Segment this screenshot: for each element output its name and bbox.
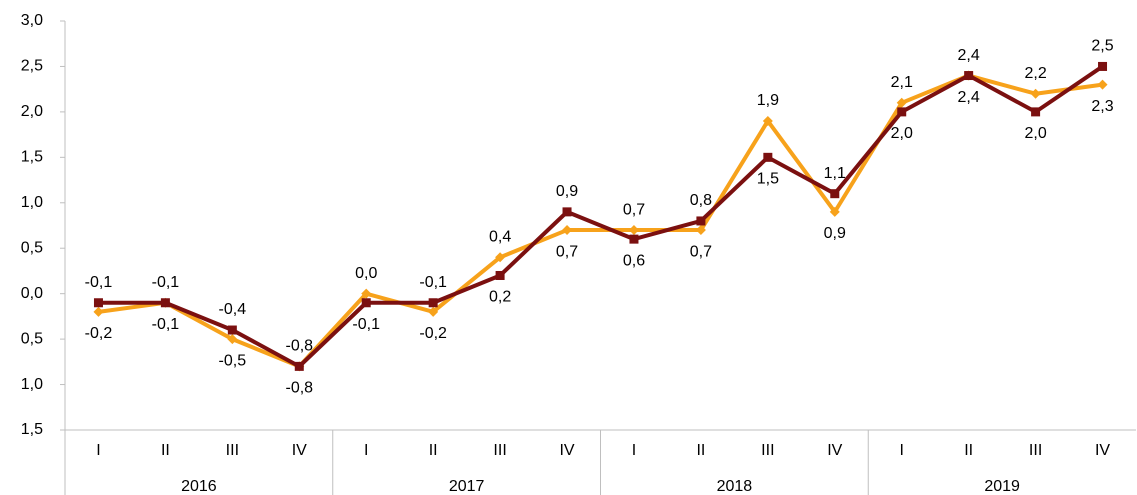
data-label: 0,4 [489, 229, 511, 246]
data-label: 0,7 [690, 243, 712, 260]
data-label: -0,1 [152, 316, 180, 333]
data-label: -0,1 [419, 274, 447, 291]
data-label: 2,1 [891, 74, 913, 91]
x-tick-label: II [964, 442, 973, 459]
marker [896, 97, 907, 108]
y-tick-label: 1,5 [21, 149, 43, 166]
x-tick-label: II [429, 442, 438, 459]
data-label: -0,2 [419, 325, 447, 342]
marker [93, 306, 104, 317]
marker [227, 325, 237, 335]
year-label: 2016 [181, 478, 217, 495]
marker [964, 71, 974, 81]
data-label: 0,2 [489, 289, 511, 306]
data-label: 1,5 [757, 171, 779, 188]
marker [495, 270, 505, 280]
x-tick-label: I [364, 442, 368, 459]
x-tick-label: II [696, 442, 705, 459]
y-tick-label: 0,0 [21, 285, 43, 302]
x-tick-label: IV [292, 442, 307, 459]
marker [428, 298, 438, 308]
data-label: 0,8 [690, 192, 712, 209]
data-label: 0,7 [556, 243, 578, 260]
marker [629, 234, 639, 244]
marker [695, 225, 706, 236]
data-label: 0,7 [623, 201, 645, 218]
x-tick-label: IV [559, 442, 574, 459]
marker [1030, 88, 1041, 99]
marker [897, 107, 907, 117]
marker [93, 298, 103, 308]
y-tick-label: 0,5 [21, 239, 43, 256]
data-label: -0,5 [219, 352, 247, 369]
data-label: 2,4 [958, 89, 980, 106]
data-label: 2,5 [1091, 38, 1113, 55]
y-tick-label: 2,5 [21, 58, 43, 75]
data-label: 2,3 [1091, 98, 1113, 115]
x-tick-label: III [1029, 442, 1042, 459]
data-label: 0,9 [556, 183, 578, 200]
y-tick-label: 1,0 [21, 376, 43, 393]
data-label: 0,0 [355, 265, 377, 282]
data-label: -0,8 [285, 338, 313, 355]
marker [628, 225, 639, 236]
marker [361, 288, 372, 299]
marker [1031, 107, 1041, 117]
x-tick-label: I [899, 442, 903, 459]
data-label: 1,9 [757, 92, 779, 109]
marker [762, 115, 773, 126]
marker [763, 152, 773, 162]
data-label: -0,2 [85, 325, 113, 342]
marker [696, 216, 706, 226]
marker [562, 207, 572, 217]
data-label: -0,1 [352, 316, 380, 333]
year-label: 2019 [984, 478, 1020, 495]
data-label: 0,9 [824, 225, 846, 242]
marker [829, 206, 840, 217]
marker [1097, 79, 1108, 90]
y-tick-label: 2,0 [21, 103, 43, 120]
data-label: 1,1 [824, 165, 846, 182]
y-tick-label: 1,0 [21, 194, 43, 211]
series-line [98, 73, 1103, 369]
marker [830, 189, 840, 199]
x-tick-label: III [226, 442, 239, 459]
x-tick-label: IV [827, 442, 842, 459]
series-line [98, 64, 1104, 369]
marker [495, 252, 506, 263]
x-tick-label: I [632, 442, 636, 459]
data-label: 2,2 [1024, 65, 1046, 82]
x-tick-label: III [493, 442, 506, 459]
data-label: -0,8 [285, 380, 313, 397]
marker [361, 298, 371, 308]
data-label: -0,1 [152, 274, 180, 291]
marker [1098, 61, 1108, 71]
data-label: 0,6 [623, 252, 645, 269]
data-label: 2,0 [1024, 125, 1046, 142]
y-tick-label: 1,5 [21, 421, 43, 438]
marker [428, 306, 439, 317]
data-label: -0,1 [85, 274, 113, 291]
y-tick-label: 0,5 [21, 330, 43, 347]
marker [562, 225, 573, 236]
x-tick-label: IV [1095, 442, 1110, 459]
x-tick-label: I [96, 442, 100, 459]
marker [227, 334, 238, 345]
marker [294, 361, 304, 371]
x-tick-label: II [161, 442, 170, 459]
data-label: -0,4 [219, 301, 247, 318]
data-label: 2,0 [891, 125, 913, 142]
marker [160, 298, 170, 308]
data-label: 2,4 [958, 47, 980, 64]
year-label: 2017 [449, 478, 485, 495]
year-label: 2018 [717, 478, 753, 495]
y-tick-label: 3,0 [21, 12, 43, 29]
x-tick-label: III [761, 442, 774, 459]
